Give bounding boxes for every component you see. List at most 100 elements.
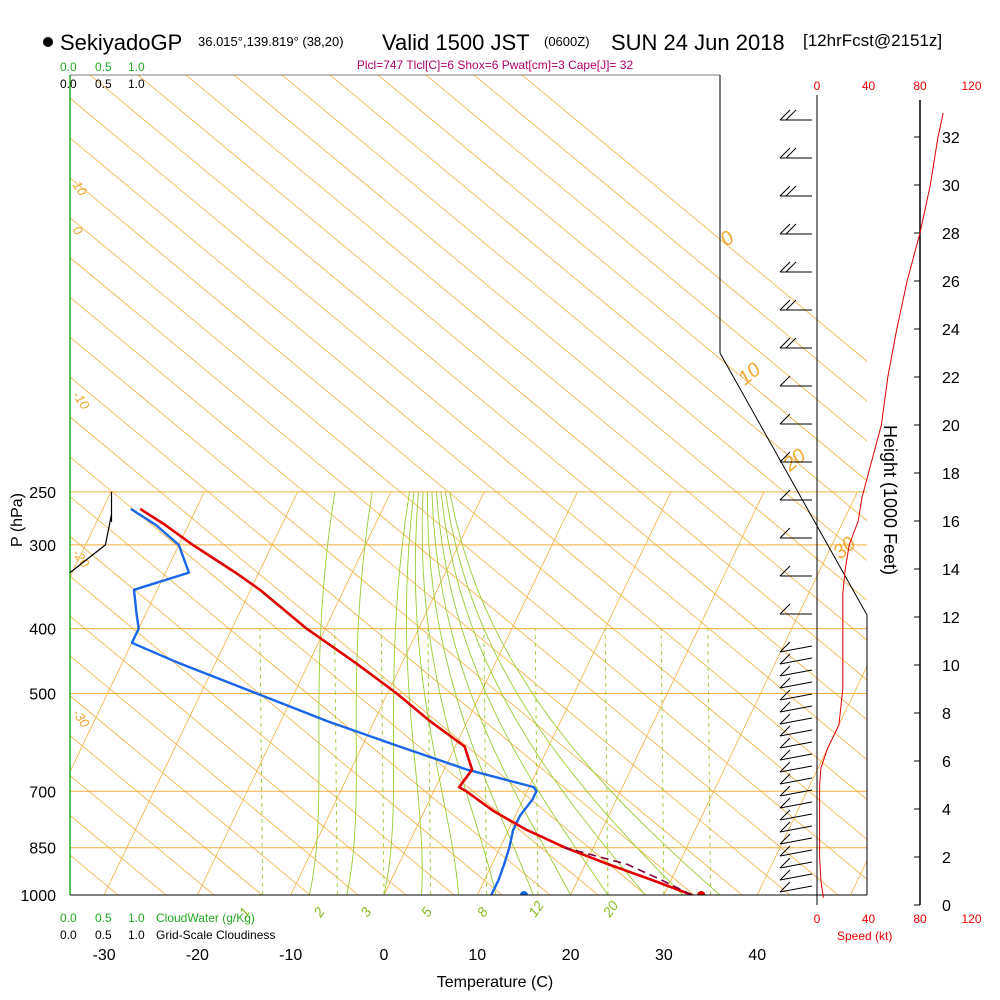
wind-barb-feather — [779, 869, 791, 881]
mixing-ratio-label: 5 — [417, 904, 435, 920]
wind-barb-feather — [785, 147, 797, 159]
wind-barb-feather — [785, 337, 797, 349]
wind-barb-staff — [779, 693, 813, 701]
wind-barb-feather — [779, 689, 791, 701]
cloudiness-top-0: 0.0 — [60, 77, 77, 91]
wind-barb — [779, 299, 812, 311]
dry-adiabat-line — [70, 575, 455, 895]
moist-adiabat-line — [431, 491, 571, 895]
dry-adiabat-line — [70, 695, 311, 895]
speed-bottom-tick: 0 — [814, 912, 821, 926]
wind-barb — [779, 489, 812, 501]
valid-time: Valid 1500 JST — [382, 30, 530, 55]
wind-barb — [779, 147, 812, 159]
wind-barb — [779, 797, 813, 809]
dry-adiabat-line — [281, 75, 867, 562]
wind-barb-staff — [779, 801, 813, 809]
cloudwater-top-0: 0.0 — [60, 60, 77, 74]
wind-barb-feather — [779, 413, 791, 425]
wind-barb-feather — [779, 527, 791, 539]
y-axis-title: P (hPa) — [9, 493, 26, 547]
moist-adiabat-line — [421, 491, 497, 895]
x-tick-label: 40 — [748, 947, 766, 964]
isotherm-line — [0, 492, 18, 895]
dewpoint-line — [130, 507, 538, 895]
surface-temperature-point — [697, 891, 706, 895]
wind-barb-feather — [779, 845, 791, 857]
dry-adiabat-line — [70, 615, 407, 895]
pressure-tick-label: 1000 — [20, 888, 56, 905]
wind-barb — [779, 261, 812, 273]
wind-barb — [779, 677, 813, 689]
moist-adiabat-line — [383, 491, 410, 895]
plot-area — [70, 75, 867, 895]
cloudwater-top-05: 0.5 — [95, 60, 112, 74]
station-dot-icon — [43, 37, 53, 47]
wind-barb — [779, 185, 812, 197]
wind-barb-feather — [785, 299, 797, 311]
isotherm-line — [850, 859, 867, 895]
wind-barb — [779, 857, 813, 869]
wind-barb-feather — [779, 147, 791, 159]
dry-adiabat-line — [70, 535, 503, 895]
dry-adiabat-line — [521, 75, 867, 362]
wind-barb-feather — [779, 653, 791, 665]
wind-barb-staff — [779, 765, 813, 773]
dry-adiabat-line — [329, 75, 867, 522]
speed-top-tick: 40 — [862, 79, 876, 93]
wind-barb-feather — [779, 185, 791, 197]
wind-barb — [779, 689, 813, 701]
wind-barb-feather — [779, 785, 791, 797]
wind-barb-feather — [779, 223, 791, 235]
height-tick-label: 30 — [942, 178, 960, 195]
dry-adiabat-line — [137, 75, 867, 681]
height-tick-label: 10 — [942, 658, 960, 675]
cloudiness-profile — [69, 491, 113, 574]
height-tick-label: 8 — [942, 706, 951, 723]
wind-barb — [779, 527, 812, 539]
dry-adiabat-line — [70, 496, 551, 895]
x-tick-label: 30 — [655, 947, 673, 964]
mixing-ratio-label: 2 — [310, 904, 328, 921]
speed-axis-title: Speed (kt) — [837, 929, 892, 943]
cloudiness-bottom-05: 0.5 — [95, 928, 112, 942]
dry-adiabat-line — [70, 655, 359, 895]
wind-barb — [779, 665, 813, 677]
wind-barb — [779, 821, 813, 833]
dry-adiabat-line — [70, 894, 71, 895]
moist-adiabat-line — [435, 491, 609, 895]
pressure-tick-label: 500 — [29, 686, 56, 703]
moist-adiabat-line — [308, 491, 336, 895]
wind-barb-feather — [779, 109, 791, 121]
speed-bottom-tick: 120 — [961, 912, 981, 926]
dry-adiabat-line — [473, 75, 867, 402]
wind-barb-feather — [779, 749, 791, 761]
pressure-tick-label: 850 — [29, 841, 56, 858]
mixing-ratio-label: 3 — [357, 904, 375, 920]
wind-barb-feather — [779, 797, 791, 809]
wind-barb-staff — [779, 777, 813, 785]
wind-barb — [779, 833, 813, 845]
dry-adiabat-line — [70, 376, 695, 895]
wind-barb-feather — [779, 337, 791, 349]
wind-barb-feather — [779, 451, 791, 463]
wind-barb — [779, 845, 813, 857]
wind-speed-line — [819, 112, 944, 898]
wind-barb-feather — [779, 881, 791, 893]
wind-barb-staff — [779, 717, 813, 725]
height-tick-label: 22 — [942, 370, 960, 387]
height-tick-label: 0 — [942, 898, 951, 915]
wind-barb-feather — [779, 737, 791, 749]
dry-adiabat-line — [70, 735, 263, 895]
cloudwater-bottom-0: 0.0 — [60, 911, 77, 925]
wind-barb-staff — [779, 705, 813, 713]
moist-adiabat-line — [346, 491, 373, 895]
wind-barb-staff — [779, 729, 813, 737]
isotherm-line — [103, 491, 298, 895]
wind-barb-feather — [779, 489, 791, 501]
dry-adiabat-line — [0, 65, 22, 895]
height-tick-label: 32 — [942, 130, 960, 147]
parcel-line — [565, 846, 693, 895]
dry-adiabat-line — [70, 217, 867, 880]
